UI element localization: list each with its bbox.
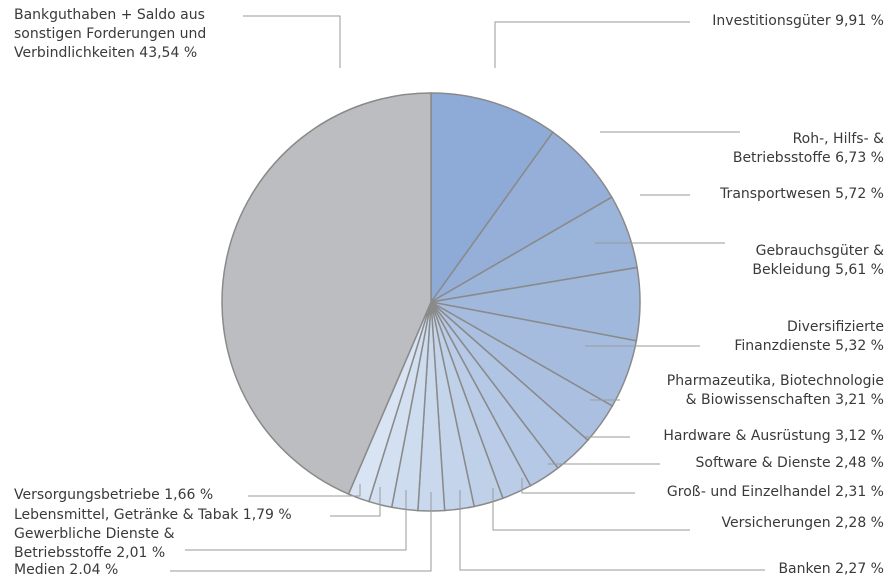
slice-label: Gewerbliche Dienste & Betriebsstoffe 2,0… bbox=[14, 525, 175, 563]
category-label: Versicherungen bbox=[721, 515, 831, 531]
value-label: 3,21 % bbox=[835, 392, 884, 408]
value-label: 2,28 % bbox=[835, 515, 884, 531]
value-label: 2,48 % bbox=[835, 455, 884, 471]
value-label: 2.04 % bbox=[69, 562, 119, 578]
slice-label: Diversifizierte Finanzdienste 5,32 % bbox=[734, 318, 884, 356]
category-label: Banken bbox=[778, 561, 831, 577]
category-label: Lebensmittel, Getränke & Tabak bbox=[14, 507, 239, 523]
value-label: 6,73 % bbox=[835, 150, 884, 166]
slice bbox=[430, 92, 554, 305]
category-label: Versorgungsbetriebe bbox=[14, 487, 160, 503]
value-label: 1,66 % bbox=[164, 487, 214, 503]
slice-label: Hardware & Ausrüstung 3,12 % bbox=[663, 427, 884, 446]
value-label: 5,72 % bbox=[835, 186, 884, 202]
slice-label: Medien 2.04 % bbox=[14, 561, 118, 580]
category-label: Bankguthaben + Saldo aus sonstigen Forde… bbox=[14, 7, 207, 61]
value-label: 9,91 % bbox=[835, 13, 884, 29]
value-label: 2,27 % bbox=[835, 561, 884, 577]
slice-label: Versicherungen 2,28 % bbox=[722, 514, 885, 533]
value-label: 3,12 % bbox=[835, 428, 884, 444]
slice-label: Versorgungsbetriebe 1,66 % bbox=[14, 486, 213, 505]
leader-line bbox=[248, 484, 361, 497]
category-label: Roh-, Hilfs- & Betriebsstoffe bbox=[732, 131, 884, 166]
category-label: Pharmazeutika, Biotechnologie & Biowisse… bbox=[666, 373, 884, 408]
value-label: 5,61 % bbox=[835, 262, 884, 278]
slice-label: Roh-, Hilfs- & Betriebsstoffe 6,73 % bbox=[733, 130, 884, 168]
slice-label: Lebensmittel, Getränke & Tabak 1,79 % bbox=[14, 506, 292, 525]
leader-line bbox=[459, 490, 765, 571]
leader-line bbox=[170, 492, 432, 572]
leader-line bbox=[521, 478, 635, 494]
slice bbox=[221, 92, 432, 496]
category-label: Gebrauchsgüter & Bekleidung bbox=[752, 243, 884, 278]
leader-line bbox=[492, 488, 690, 531]
category-label: Investitionsgüter bbox=[712, 13, 831, 29]
slice-label: Banken 2,27 % bbox=[778, 560, 884, 579]
value-label: 2,01 % bbox=[116, 545, 166, 561]
category-label: Hardware & Ausrüstung bbox=[663, 428, 831, 444]
value-label: 5,32 % bbox=[835, 338, 884, 354]
category-label: Gewerbliche Dienste & Betriebsstoffe bbox=[14, 526, 175, 561]
slice-label: Bankguthaben + Saldo aus sonstigen Forde… bbox=[14, 6, 206, 63]
slice-label: Transportwesen 5,72 % bbox=[720, 185, 884, 204]
slice-label: Groß- und Einzelhandel 2,31 % bbox=[667, 483, 884, 502]
category-label: Software & Dienste bbox=[695, 455, 831, 471]
category-label: Diversifizierte Finanzdienste bbox=[734, 319, 884, 354]
category-label: Transportwesen bbox=[720, 186, 831, 202]
value-label: 1,79 % bbox=[242, 507, 292, 523]
value-label: 2,31 % bbox=[835, 484, 884, 500]
leader-line bbox=[185, 490, 407, 551]
leader-line bbox=[330, 487, 381, 517]
slice-label: Software & Dienste 2,48 % bbox=[696, 454, 884, 473]
leader-line bbox=[243, 15, 341, 68]
slice-label: Gebrauchsgüter & Bekleidung 5,61 % bbox=[752, 242, 884, 280]
value-label: 43,54 % bbox=[139, 45, 198, 61]
slice-label: Investitionsgüter 9,91 % bbox=[712, 12, 884, 31]
leader-line bbox=[494, 21, 690, 68]
category-label: Groß- und Einzelhandel bbox=[666, 484, 831, 500]
category-label: Medien bbox=[14, 562, 65, 578]
slice-label: Pharmazeutika, Biotechnologie & Biowisse… bbox=[667, 372, 884, 410]
